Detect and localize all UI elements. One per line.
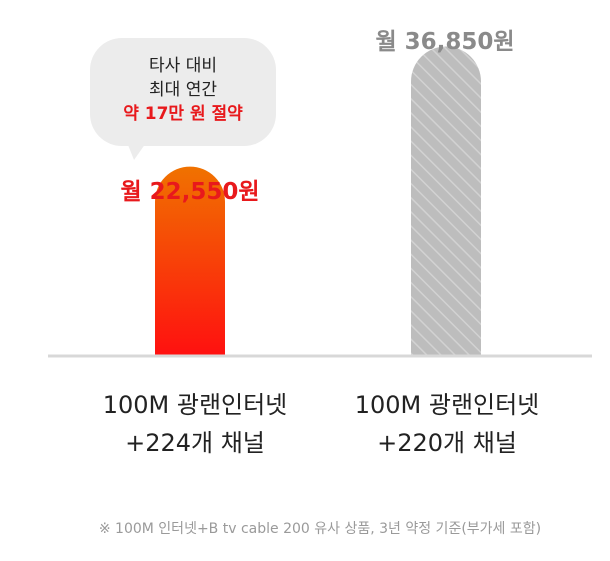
callout-bubble-tail [126, 140, 148, 160]
footnote: ※ 100M 인터넷+B tv cable 200 유사 상품, 3년 약정 기… [98, 521, 542, 537]
callout-line-compare: 타사 대비 [149, 56, 217, 76]
bar-value-label-competitor: 월 36,850원 [375, 29, 515, 55]
category-label-competitor-line1: 100M 광랜인터넷 [354, 391, 540, 419]
bar-value-label-ours: 월 22,550원 [120, 179, 260, 205]
category-label-ours-line1: 100M 광랜인터넷 [102, 391, 288, 419]
callout-line-savings: 약 17만 원 절약 [123, 104, 243, 124]
bar-competitor [411, 46, 481, 357]
category-label-ours-line2: +224개 채널 [125, 429, 265, 457]
callout-line-max-annual: 최대 연간 [149, 80, 217, 100]
category-label-competitor-line2: +220개 채널 [377, 429, 517, 457]
savings-callout-bubble: 타사 대비 최대 연간 약 17만 원 절약 [90, 38, 276, 146]
category-label-competitor: 100M 광랜인터넷 +220개 채널 [317, 386, 577, 462]
category-label-ours: 100M 광랜인터넷 +224개 채널 [65, 386, 325, 462]
bar-ours [155, 166, 225, 356]
